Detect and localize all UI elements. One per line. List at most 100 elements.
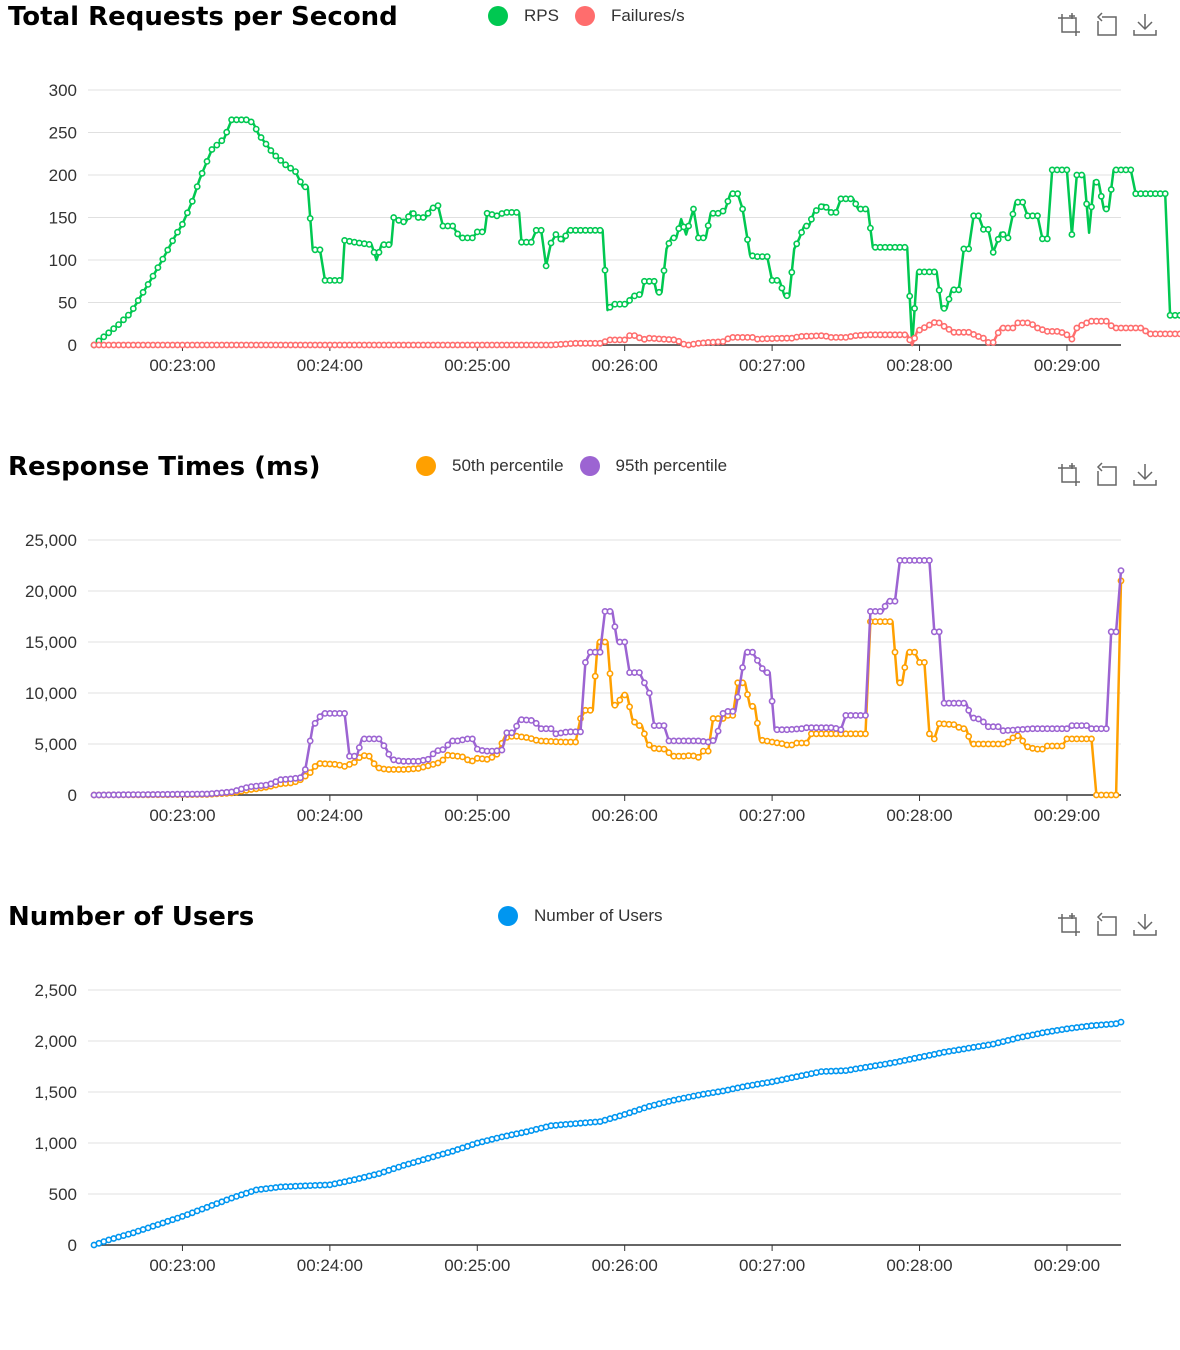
data-point[interactable] [596, 648, 604, 656]
data-point[interactable] [862, 730, 869, 738]
data-point[interactable] [994, 723, 1002, 731]
data-point[interactable] [459, 753, 466, 761]
data-point[interactable] [1083, 722, 1090, 729]
data-point[interactable] [965, 706, 973, 714]
data-point[interactable] [375, 735, 383, 743]
data-point[interactable] [719, 207, 727, 215]
data-point[interactable] [645, 741, 653, 749]
data-point[interactable] [1058, 742, 1066, 750]
data-point[interactable] [754, 656, 761, 664]
data-point[interactable] [945, 325, 953, 333]
data-point[interactable] [621, 300, 629, 308]
data-point[interactable] [444, 741, 452, 749]
data-point[interactable] [596, 226, 604, 234]
data-point[interactable] [704, 222, 712, 229]
data-point[interactable] [154, 264, 162, 271]
data-point[interactable] [586, 706, 594, 714]
data-point[interactable] [862, 711, 869, 719]
data-point[interactable] [385, 750, 393, 758]
data-point[interactable] [532, 719, 540, 727]
data-point[interactable] [208, 146, 216, 153]
data-point[interactable] [144, 280, 152, 288]
data-point[interactable] [695, 753, 702, 761]
data-point[interactable] [621, 336, 629, 344]
data-point[interactable] [1117, 1018, 1125, 1026]
data-point[interactable] [621, 638, 629, 646]
data-point[interactable] [980, 334, 987, 342]
zoom-icon[interactable] [1056, 912, 1082, 938]
download-icon[interactable] [1132, 912, 1158, 938]
data-point[interactable] [292, 168, 299, 175]
data-point[interactable] [744, 691, 751, 698]
data-point[interactable] [616, 696, 624, 704]
data-point[interactable] [862, 205, 869, 213]
data-point[interactable] [1176, 311, 1180, 319]
data-point[interactable] [655, 288, 663, 296]
legend-item-failures[interactable]: Failures/s [574, 6, 685, 26]
data-point[interactable] [704, 747, 712, 755]
data-point[interactable] [1137, 324, 1145, 332]
data-point[interactable] [699, 234, 707, 242]
data-point[interactable] [611, 701, 619, 709]
data-point[interactable] [955, 286, 963, 294]
download-icon[interactable] [1132, 12, 1158, 38]
data-point[interactable] [562, 232, 570, 240]
data-point[interactable] [449, 222, 457, 230]
data-point[interactable] [527, 716, 535, 724]
data-point[interactable] [852, 200, 860, 208]
data-point[interactable] [257, 134, 265, 141]
data-point[interactable] [139, 288, 147, 296]
data-point[interactable] [876, 607, 884, 615]
data-point[interactable] [665, 239, 673, 247]
data-point[interactable] [734, 693, 742, 701]
data-point[interactable] [1019, 737, 1027, 745]
data-point[interactable] [1093, 178, 1100, 186]
data-point[interactable] [498, 746, 506, 754]
data-point[interactable] [763, 669, 771, 676]
data-point[interactable] [365, 752, 373, 760]
data-point[interactable] [832, 208, 840, 216]
data-point[interactable] [572, 738, 579, 746]
data-point[interactable] [174, 228, 181, 236]
data-point[interactable] [803, 222, 810, 230]
data-point[interactable] [793, 240, 801, 248]
data-point[interactable] [921, 324, 928, 331]
data-point[interactable] [1034, 212, 1041, 220]
data-point[interactable] [115, 321, 122, 328]
data-point[interactable] [547, 725, 555, 733]
data-point[interactable] [660, 745, 668, 753]
data-point[interactable] [896, 679, 904, 687]
data-point[interactable] [183, 209, 191, 217]
data-point[interactable] [940, 322, 948, 330]
data-point[interactable] [582, 658, 589, 666]
data-point[interactable] [547, 239, 555, 247]
data-point[interactable] [901, 331, 909, 339]
data-point[interactable] [739, 664, 746, 671]
data-point[interactable] [911, 648, 918, 656]
data-point[interactable] [945, 295, 953, 303]
data-point[interactable] [984, 225, 992, 233]
data-point[interactable] [930, 268, 938, 276]
data-point[interactable] [1161, 190, 1169, 198]
data-point[interactable] [1078, 171, 1086, 179]
data-point[interactable] [1009, 210, 1017, 218]
legend-item-users[interactable]: Number of Users [498, 906, 662, 926]
data-point[interactable] [277, 156, 285, 164]
data-point[interactable] [390, 214, 398, 221]
data-point[interactable] [1112, 791, 1120, 799]
data-point[interactable] [1142, 327, 1149, 335]
data-point[interactable] [301, 183, 309, 191]
data-point[interactable] [513, 208, 520, 216]
data-point[interactable] [537, 226, 545, 234]
data-point[interactable] [164, 246, 172, 254]
data-point[interactable] [419, 214, 427, 221]
data-point[interactable] [375, 248, 383, 256]
data-point[interactable] [808, 215, 815, 223]
data-point[interactable] [1068, 335, 1076, 343]
data-point[interactable] [129, 305, 137, 312]
data-point[interactable] [1063, 166, 1071, 174]
data-point[interactable] [601, 638, 609, 646]
data-point[interactable] [636, 722, 643, 729]
data-point[interactable] [980, 718, 987, 726]
data-point[interactable] [641, 679, 648, 687]
